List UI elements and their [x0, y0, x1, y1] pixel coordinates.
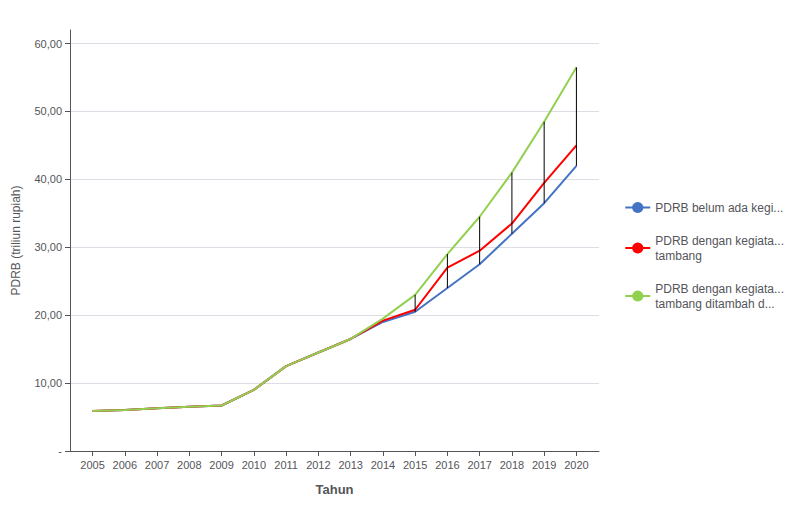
- svg-text:2014: 2014: [371, 459, 395, 471]
- svg-text:2010: 2010: [242, 459, 266, 471]
- svg-text:60,00: 60,00: [34, 38, 62, 50]
- svg-text:2019: 2019: [532, 459, 556, 471]
- svg-text:2008: 2008: [177, 459, 201, 471]
- svg-text:2018: 2018: [500, 459, 524, 471]
- svg-text:2013: 2013: [338, 459, 362, 471]
- svg-text:2011: 2011: [274, 459, 298, 471]
- svg-text:2020: 2020: [564, 459, 588, 471]
- svg-text:2009: 2009: [209, 459, 233, 471]
- svg-text:PDRB (triliun rupiah): PDRB (triliun rupiah): [9, 185, 23, 295]
- svg-text:2007: 2007: [145, 459, 169, 471]
- svg-text:10,00: 10,00: [34, 377, 62, 389]
- svg-text:2012: 2012: [306, 459, 330, 471]
- svg-text:20,00: 20,00: [34, 309, 62, 321]
- svg-text:2016: 2016: [435, 459, 459, 471]
- svg-text:tambang ditambah d...: tambang ditambah d...: [655, 297, 774, 311]
- svg-text:tambang: tambang: [655, 249, 702, 263]
- svg-text:30,00: 30,00: [34, 241, 62, 253]
- svg-text:2015: 2015: [403, 459, 427, 471]
- svg-text:2005: 2005: [80, 459, 104, 471]
- svg-text:Tahun: Tahun: [315, 482, 353, 497]
- svg-text:50,00: 50,00: [34, 105, 62, 117]
- svg-text:PDRB dengan kegiata...: PDRB dengan kegiata...: [655, 234, 784, 248]
- svg-text:-: -: [58, 445, 62, 457]
- svg-text:PDRB belum ada kegi...: PDRB belum ada kegi...: [655, 201, 783, 215]
- svg-text:PDRB dengan kegiata...: PDRB dengan kegiata...: [655, 282, 784, 296]
- svg-text:2017: 2017: [467, 459, 491, 471]
- svg-text:40,00: 40,00: [34, 173, 62, 185]
- svg-text:2006: 2006: [113, 459, 137, 471]
